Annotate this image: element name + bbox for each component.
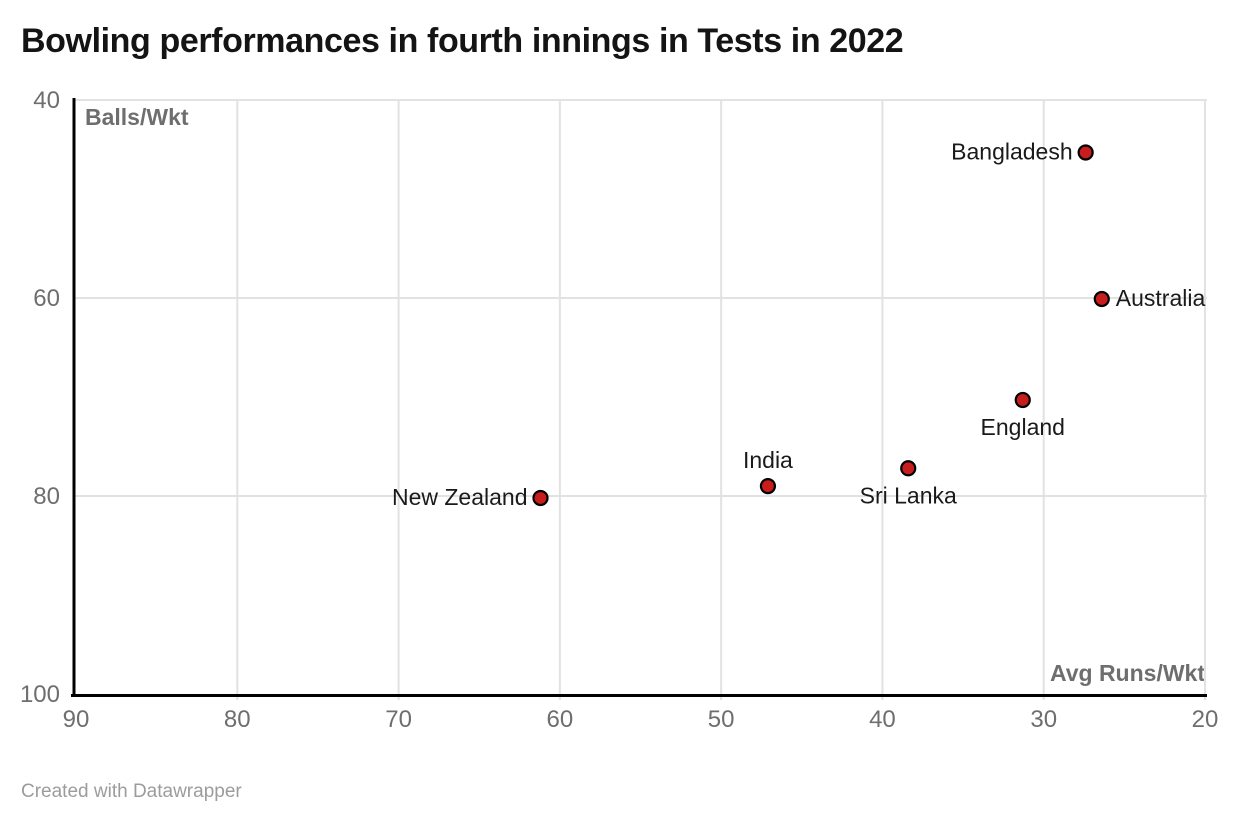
- point-label-bangladesh: Bangladesh: [951, 138, 1073, 164]
- point-label-england: England: [981, 414, 1065, 440]
- x-tick-label-70: 70: [385, 706, 412, 733]
- data-point-australia[interactable]: [1093, 290, 1110, 308]
- point-label-sri-lanka: Sri Lanka: [860, 482, 957, 508]
- y-tick-label-80: 80: [33, 483, 60, 510]
- y-tick-label-100: 100: [20, 681, 60, 708]
- point-label-new-zealand: New Zealand: [392, 484, 528, 510]
- point-label-india: India: [743, 447, 793, 473]
- x-axis-title: Avg Runs/Wkt: [1049, 660, 1205, 686]
- data-point-bangladesh[interactable]: [1077, 144, 1094, 161]
- y-tick-label-40: 40: [33, 87, 60, 114]
- datawrapper-credit: Created with Datawrapper: [21, 781, 242, 802]
- data-point-sri-lanka[interactable]: [900, 460, 917, 477]
- x-tick-label-90: 90: [63, 706, 90, 733]
- x-tick-label-50: 50: [708, 706, 735, 733]
- data-point-india[interactable]: [759, 478, 777, 495]
- y-axis-title: Balls/Wkt: [85, 104, 189, 130]
- x-tick-label-30: 30: [1030, 706, 1057, 733]
- chart-title: Bowling performances in fourth innings i…: [21, 22, 904, 60]
- data-point-england[interactable]: [1014, 391, 1031, 409]
- x-tick-label-60: 60: [547, 706, 574, 733]
- point-label-australia: Australia: [1116, 285, 1206, 311]
- x-tick-label-20: 20: [1192, 706, 1219, 733]
- x-tick-label-40: 40: [869, 706, 896, 733]
- x-tick-label-80: 80: [224, 706, 251, 733]
- data-point-new-zealand[interactable]: [532, 489, 549, 507]
- y-tick-label-60: 60: [33, 285, 60, 312]
